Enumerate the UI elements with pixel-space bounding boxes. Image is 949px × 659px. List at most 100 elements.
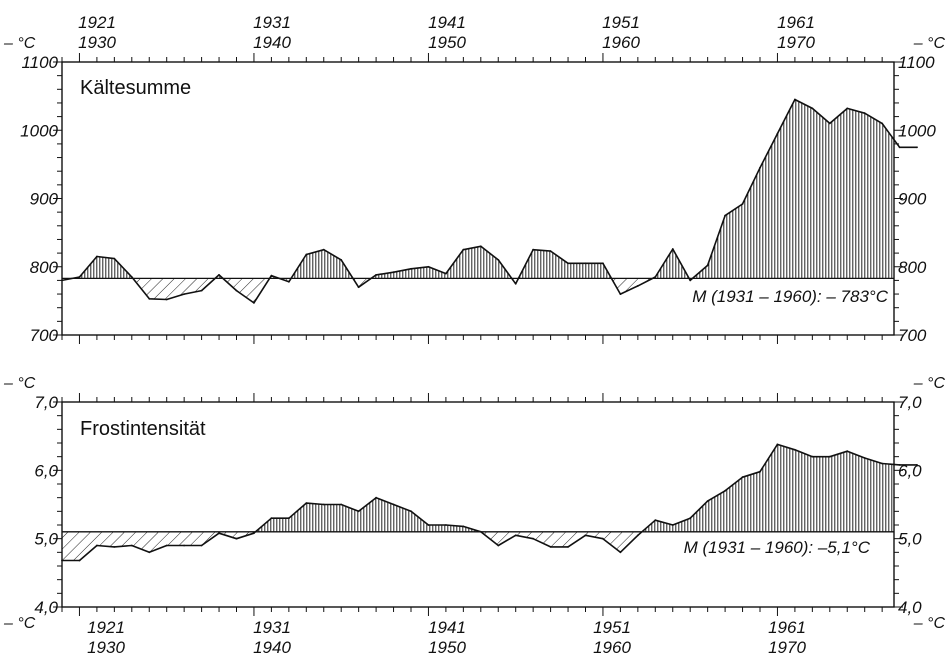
data-point-1934 [305,253,308,256]
y-tick-label-left: 1000 [20,121,58,140]
data-point-1938 [375,496,377,499]
top-year-label-1930: 1930 [78,33,116,52]
data-point-1939 [392,503,395,506]
data-point-1923 [113,546,116,548]
data-point-1930 [235,289,238,292]
bottom-year-label-1921: 1921 [87,618,125,637]
data-point-1942 [445,524,447,526]
data-point-1927 [183,293,186,295]
data-point-1967 [881,122,883,125]
data-point-1968 [898,464,901,466]
data-point-1966 [863,112,866,115]
data-point-1956 [689,279,692,282]
y-tick-label-right: 5,0 [898,530,922,549]
kaeltesumme-frame [61,61,895,336]
data-point-1937 [357,286,360,289]
data-point-1965 [846,450,849,453]
data-point-1924 [130,276,133,278]
top-year-label-1940: 1940 [253,33,291,52]
bottom-year-label-1951: 1951 [593,618,631,637]
y-tick-label-right: 900 [898,190,927,209]
data-point-1960 [759,470,761,473]
bottom-year-label-1940: 1940 [253,638,291,657]
data-point-1955 [671,524,674,526]
top-year-axis: 1921 1930 1931 1940 1941 1950 1951 1960 … [78,13,815,52]
data-point-1969 [916,464,918,466]
top-year-label-1951: 1951 [602,13,640,32]
data-point-1931 [253,532,255,535]
data-point-1951 [602,262,604,265]
kaeltesumme-above-mean-area [72,99,894,279]
y-tick-label-left: 5,0 [34,530,58,549]
data-point-1963 [811,455,814,458]
data-point-1951 [602,537,604,540]
data-point-1959 [741,203,744,205]
kaeltesumme-points [61,98,918,304]
data-point-1962 [794,98,796,101]
kaeltesumme-mean-label: M (1931 – 1960): – 783°C [692,287,889,306]
unit-label-mid-left: – °C [3,375,36,392]
data-point-1926 [165,544,168,547]
data-point-1966 [863,457,866,459]
kaeltesumme-below-mean-area [62,278,894,303]
unit-label-bottom-left: – °C [3,615,36,632]
y-tick-label-right: 4,0 [898,598,922,617]
data-point-1924 [130,544,133,547]
data-point-1953 [637,534,639,537]
data-point-1963 [811,107,814,110]
frostintensitaet-above-mean-area [62,444,894,532]
data-point-1965 [846,107,849,110]
y-tick-label-left: 700 [30,326,59,345]
bottom-year-label-1960: 1960 [593,638,631,657]
data-point-1949 [567,546,569,548]
data-point-1941 [427,524,430,526]
unit-label-mid-right: – °C [913,375,946,392]
kaeltesumme-ticks: 700 700 800 800 900 900 1000 1000 1100 1100 [20,53,936,345]
data-point-1925 [148,551,151,554]
data-point-1957 [706,264,709,267]
data-point-1957 [706,500,709,502]
top-year-label-1970: 1970 [777,33,815,52]
data-point-1947 [532,248,534,251]
data-point-1945 [497,259,500,261]
data-point-1954 [654,276,657,278]
data-point-1948 [549,546,552,548]
data-point-1928 [200,289,203,292]
y-tick-label-right: 800 [898,258,927,277]
data-point-1935 [322,248,325,251]
bottom-year-label-1930: 1930 [87,638,125,657]
y-tick-label-right: 7,0 [898,393,922,412]
data-point-1948 [549,250,552,253]
data-point-1929 [218,532,220,535]
y-tick-label-left: 7,0 [34,393,58,412]
data-point-1944 [479,530,482,533]
bottom-year-label-1950: 1950 [428,638,466,657]
frostintensitaet-frame [61,401,895,608]
bottom-year-label-1941: 1941 [428,618,466,637]
unit-label-top-right: – °C [913,35,946,52]
data-point-1953 [637,285,639,287]
unit-label-bottom-right: – °C [913,615,946,632]
data-point-1938 [375,274,377,276]
data-point-1964 [828,122,831,125]
data-point-1925 [148,297,151,300]
data-point-1926 [165,298,168,301]
data-point-1921 [78,276,81,278]
panel-2-fill-layer [62,444,894,561]
data-point-1941 [427,265,430,268]
top-year-label-1961: 1961 [777,13,815,32]
data-point-1935 [322,503,325,506]
frostintensitaet-title: Frostintensität [80,418,206,440]
y-tick-label-right: 1100 [898,53,935,72]
data-point-1928 [200,544,203,547]
data-point-1936 [340,503,343,506]
data-point-1937 [357,510,360,513]
data-point-1922 [96,544,98,547]
data-point-1967 [881,462,883,465]
kaeltesumme-title: Kältesumme [80,77,191,99]
data-point-1964 [828,455,831,458]
data-point-1940 [410,267,412,270]
data-point-1959 [741,476,744,479]
data-point-1932 [270,517,273,520]
data-point-1952 [619,551,622,554]
